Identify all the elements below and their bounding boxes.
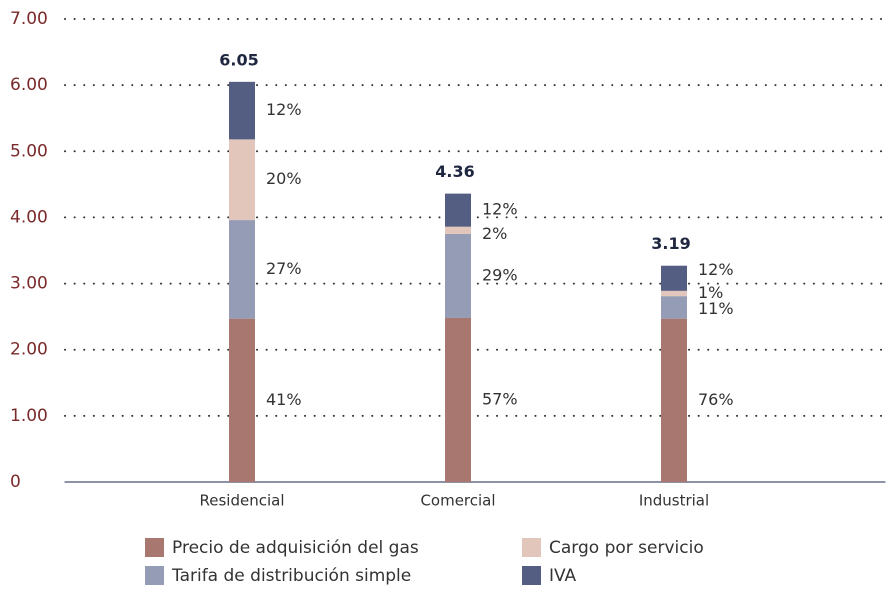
x-tick-label: Comercial <box>420 492 495 510</box>
segment-label: 29% <box>482 265 518 284</box>
bar-segment <box>661 290 687 297</box>
bar-segment <box>661 265 687 291</box>
bar-segment <box>661 296 687 319</box>
y-tick-label: 0 <box>10 472 21 492</box>
total-label: 3.19 <box>651 234 690 253</box>
legend-swatch <box>145 538 164 557</box>
legend-label: Precio de adquisición del gas <box>172 538 419 558</box>
y-tick-label: 5.00 <box>10 141 48 161</box>
segment-label: 76% <box>698 390 734 409</box>
segment-label: 12% <box>698 260 734 279</box>
y-tick-label: 3.00 <box>10 274 48 294</box>
bar-segment <box>661 318 687 482</box>
bar-segment <box>445 226 471 234</box>
bar-segment <box>229 220 255 319</box>
bar-segment <box>229 81 255 140</box>
segment-label: 2% <box>482 224 507 243</box>
segment-label: 41% <box>266 390 302 409</box>
bar-segment <box>445 317 471 482</box>
segment-label: 1% <box>698 283 723 302</box>
legend-swatch <box>522 538 541 557</box>
segment-label: 12% <box>266 100 302 119</box>
bar-segment <box>445 233 471 318</box>
y-tick-label: 4.00 <box>10 207 48 227</box>
legend-swatch <box>145 566 164 585</box>
total-label: 4.36 <box>435 162 474 181</box>
total-label: 6.05 <box>219 50 258 69</box>
legend-label: Tarifa de distribución simple <box>171 566 411 586</box>
x-tick-label: Residencial <box>200 492 285 510</box>
y-tick-label: 7.00 <box>10 9 48 29</box>
bar-segment <box>229 318 255 482</box>
segment-label: 12% <box>482 200 518 219</box>
segment-label: 20% <box>266 169 302 188</box>
x-tick-label: Industrial <box>639 492 709 510</box>
y-tick-label: 2.00 <box>10 340 48 360</box>
legend-swatch <box>522 566 541 585</box>
segment-label: 57% <box>482 389 518 408</box>
segment-label: 11% <box>698 299 734 318</box>
legend-label: Cargo por servicio <box>549 538 704 558</box>
y-tick-label: 1.00 <box>10 406 48 426</box>
bar-segment <box>445 193 471 227</box>
legend-label: IVA <box>549 566 577 586</box>
bar-segment <box>229 139 255 221</box>
y-tick-label: 6.00 <box>10 75 48 95</box>
segment-label: 27% <box>266 259 302 278</box>
